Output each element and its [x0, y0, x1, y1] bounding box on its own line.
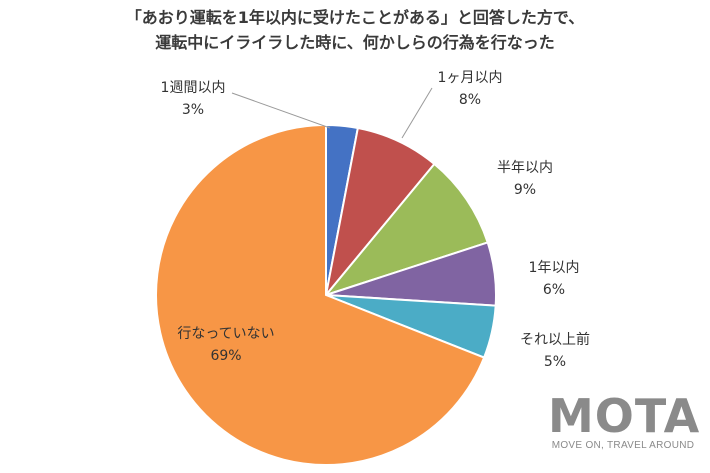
slice-label: 行なっていない — [177, 326, 274, 342]
slice-label: 半年以内 — [497, 160, 553, 176]
slice-value-label: 69% — [210, 348, 241, 364]
mota-logo: MOTA MOVE ON, TRAVEL AROUND — [548, 389, 701, 452]
chart-title-line2: 運転中にイライラした時に、何かしらの行為を行なった — [155, 33, 555, 52]
slice-value-label: 5% — [544, 354, 566, 370]
slice-label: それ以上前 — [520, 331, 590, 348]
slice-value-label: 9% — [514, 182, 536, 198]
slice-label: 1ヶ月以内 — [438, 70, 503, 86]
logo-wordmark: MOTA — [548, 389, 701, 443]
slice-label: 1年以内 — [529, 260, 580, 276]
pie-slice — [155, 123, 486, 466]
slice-label: 1週間以内 — [161, 80, 226, 96]
slice-value-label: 6% — [543, 282, 565, 298]
slice-value-label: 3% — [182, 102, 204, 118]
chart-title-line1: 「あおり運転を1年以内に受けたことがある」と回答した方で、 — [125, 8, 585, 27]
leader-line — [231, 92, 331, 129]
logo-tagline: MOVE ON, TRAVEL AROUND — [551, 440, 695, 451]
leader-line — [401, 87, 433, 139]
slice-value-label: 8% — [459, 92, 481, 108]
pie-slice — [323, 162, 489, 298]
